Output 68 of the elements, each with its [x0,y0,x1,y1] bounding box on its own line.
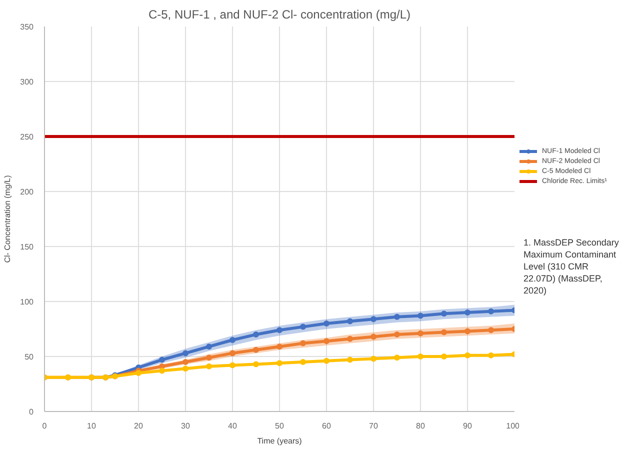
chart-title: C-5, NUF-1 , and NUF-2 Cl- concentration (mg/L) [148,8,411,22]
point [347,318,353,324]
x-tick-label: 70 [369,422,378,430]
y-tick-label: 50 [24,352,34,362]
point [159,356,165,363]
x-tick-label: 90 [463,422,472,430]
x-tick-label: 50 [275,422,284,430]
x-tick-label: 10 [87,422,96,430]
point [300,359,306,365]
x-tick-label: 20 [134,422,144,430]
point [370,356,376,362]
point [182,366,188,372]
point [136,370,142,376]
point [230,337,236,343]
point [464,328,470,334]
point [324,320,330,326]
text: 1. MassDEP Secondary Maximum Contaminant Level (310 CMR 22.07D) (MassDEP, 2020) [524,238,620,296]
y-tick-label: 200 [20,188,34,196]
point [230,362,236,368]
point [324,358,330,364]
x-tick-label: 40 [228,422,238,430]
x-tick-label: 80 [416,422,426,430]
point [394,314,400,320]
point [418,354,424,360]
y-tick-label: 0 [29,408,34,416]
point [347,336,353,342]
point [206,363,212,370]
point [418,330,424,336]
point [253,346,259,353]
point [370,334,376,340]
point [253,332,259,338]
point [347,356,353,363]
x-axis-title: Time (years) [257,436,302,446]
point [276,360,282,366]
x-tick-label: 100 [506,422,520,430]
point [276,344,282,350]
point [182,359,188,365]
point [230,350,236,356]
point [441,329,447,336]
point [488,352,494,358]
y-tick-label: 250 [20,132,34,142]
x-tick-label: 60 [322,422,332,430]
point [441,310,447,317]
x-tick-label: 30 [181,422,190,430]
point [370,316,376,322]
y-tick-label: 150 [20,242,34,252]
point [300,340,306,346]
point [418,312,424,319]
point [159,368,165,374]
point [394,354,400,361]
x-tick-label: 0 [42,422,48,430]
y-tick-label: 100 [20,298,34,306]
point [488,308,494,314]
point [206,344,212,350]
point [394,332,400,338]
point [441,354,447,360]
point [464,310,470,316]
point [488,327,494,334]
point [464,352,470,358]
y-axis-title: Cl- Concentration (mg/L) [3,174,12,263]
point [253,361,259,368]
point [300,324,306,330]
y-tick-label: 300 [20,78,34,86]
point [276,327,282,334]
y-tick-label: 350 [20,22,34,32]
point [324,338,330,344]
point [182,350,188,356]
point [206,354,212,361]
